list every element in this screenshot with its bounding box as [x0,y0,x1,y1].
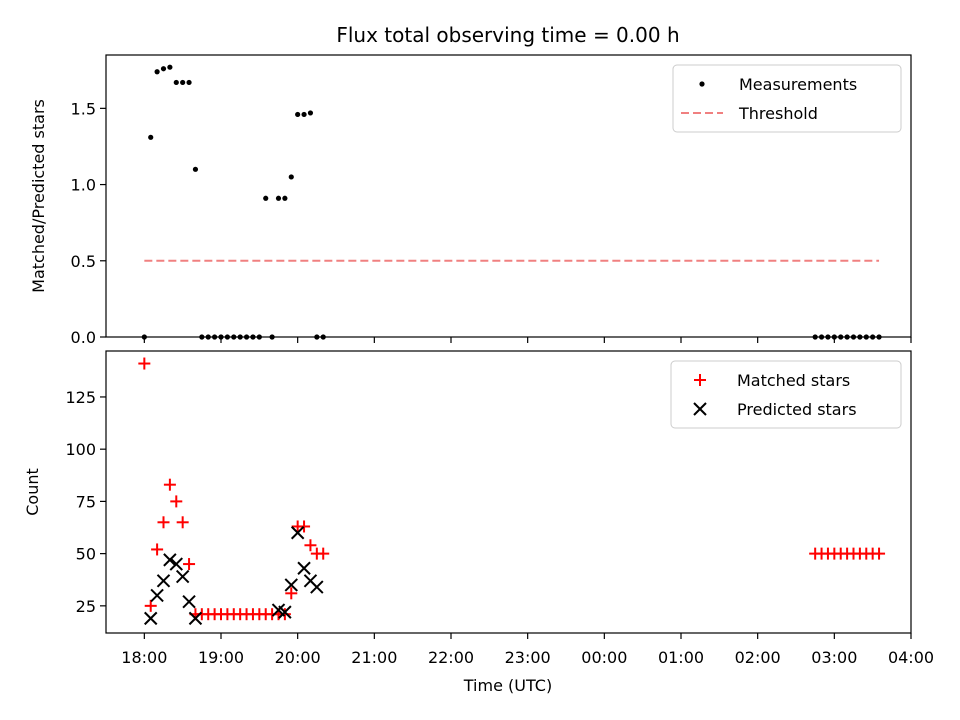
predicted-star-marker [156,574,171,588]
chart-title: Flux total observing time = 0.00 h [336,23,679,47]
top-y-ticks: 0.0 0.5 1.0 1.5 [71,99,106,347]
x-tick-label: 04:00 [888,648,934,667]
bottom-panel: 25 50 75 100 125 18:00 19:00 20:00 21:00 22:00 23… [23,350,934,695]
x-tick-label: 20:00 [275,648,321,667]
top-legend-box [672,64,902,133]
predicted-star-marker [150,588,164,603]
y-tick-label: 1.0 [71,176,96,195]
matched-star-marker [144,599,157,612]
y-tick-label: 25 [76,597,96,616]
measurement-point [186,79,192,86]
predicted-star-marker [144,611,158,626]
matched-star-marker [298,520,311,533]
legend-measurements-label: Measurements [739,75,857,94]
top-panel: 0.0 0.5 1.0 1.5 Matched/Predicted stars Mea… [29,54,912,347]
y-tick-label: 75 [76,492,96,511]
legend-matched-marker [694,374,706,386]
top-plot-frame [105,54,912,338]
x-tick-label: 00:00 [581,648,627,667]
matched-star-marker [151,543,164,556]
bottom-legend: Matched stars Predicted stars [670,360,902,429]
matched-star-marker [278,608,291,621]
predicted-star-marker [310,580,324,594]
x-tick-label: 21:00 [351,648,397,667]
predicted-star-marker [278,605,292,619]
bottom-x-axis-label: Time (UTC) [463,676,552,695]
matched-star-marker [170,495,183,508]
matched-star-marker [157,516,170,529]
bottom-y-ticks: 25 50 75 100 125 [65,388,106,616]
measurement-point [263,195,269,201]
measurement-point [275,195,282,201]
x-tick-label: 01:00 [658,648,704,667]
bottom-x-ticks: 18:00 19:00 20:00 21:00 22:00 23:00 00:00 01:00… [121,633,934,667]
x-tick-label: 19:00 [198,648,244,667]
bottom-plot-frame [105,350,912,634]
y-tick-label: 0.5 [71,252,96,271]
measurement-point [192,166,199,172]
matched-star-marker [138,357,151,370]
matched-star-marker [176,516,189,529]
measurement-point [307,110,314,116]
measurement-point [167,64,173,70]
x-tick-label: 18:00 [121,648,167,667]
predicted-star-marker [188,611,203,626]
x-tick-label: 02:00 [735,648,781,667]
y-tick-label: 1.5 [71,99,96,118]
measurement-point [180,79,186,86]
measurement-point [288,174,294,180]
x-tick-label: 03:00 [811,648,857,667]
predicted-star-marker [163,553,177,567]
x-tick-label: 23:00 [505,648,551,667]
matched-star-marker [873,547,886,560]
legend-predicted-label: Predicted stars [737,400,857,419]
y-tick-label: 125 [65,388,96,407]
y-tick-label: 100 [65,440,96,459]
legend-matched-label: Matched stars [737,371,850,390]
measurement-point [160,66,167,72]
top-y-axis-label: Matched/Predicted stars [29,99,48,293]
predicted-star-marker [175,569,190,584]
measurement-point [301,111,307,118]
measurement-point [148,134,154,140]
measurement-point [154,69,160,75]
top-x-ticks [143,337,912,343]
y-tick-label: 0.0 [71,328,96,347]
measurement-point [295,111,301,118]
matched-star-marker [317,547,330,560]
predicted-star-marker [182,594,196,609]
y-tick-label: 50 [76,545,96,564]
top-legend: Measurements Threshold [672,64,902,133]
bottom-y-axis-label: Count [23,468,42,516]
legend-measurements-marker [699,81,705,87]
legend-predicted-marker [693,402,707,416]
bottom-legend-box [670,360,902,429]
matched-star-marker [304,539,317,552]
x-tick-label: 22:00 [428,648,474,667]
matched-star-marker [183,558,196,571]
measurement-point [282,195,288,201]
legend-threshold-label: Threshold [738,104,818,123]
predicted-star-marker [290,526,305,540]
predicted-star-marker [284,578,298,592]
predicted-star-marker [297,561,311,575]
matched-star-marker [163,478,176,491]
measurement-point [173,79,179,86]
predicted-star-marker [169,557,183,571]
matched-star-marker [285,587,298,600]
bottom-plot-marks [138,357,886,626]
